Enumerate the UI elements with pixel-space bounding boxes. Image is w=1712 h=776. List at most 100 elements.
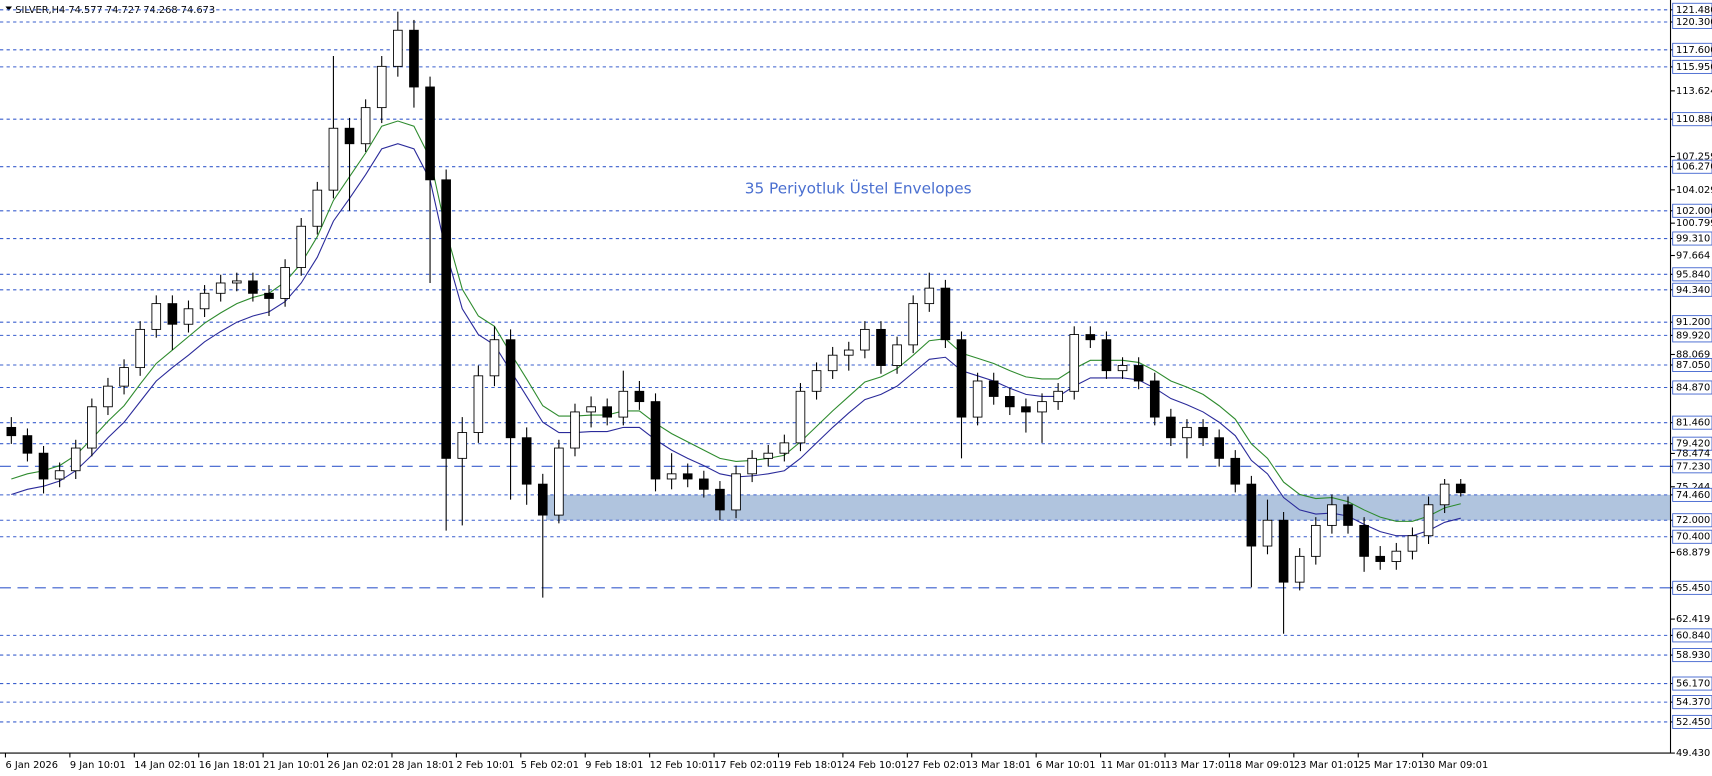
- candle-body: [1246, 483, 1257, 547]
- candle-body: [1294, 555, 1305, 583]
- y-tick-label: 120.300: [1676, 17, 1712, 28]
- y-tick-label: 94.340: [1676, 285, 1710, 296]
- candle-body: [1407, 535, 1418, 552]
- x-tick-label: 6 Jan 2026: [5, 760, 58, 771]
- candle-body: [956, 339, 967, 418]
- x-tick-label: 19 Feb 18:01: [778, 760, 842, 771]
- candle-body: [892, 344, 902, 366]
- candle-body: [618, 390, 629, 418]
- level-label-box: [1672, 436, 1712, 451]
- y-tick-label: 77.230: [1676, 461, 1710, 472]
- y-tick-label: 117.600: [1676, 45, 1712, 56]
- y-tick-label: 88.069: [1676, 349, 1710, 360]
- x-tick-label: 2 Feb 10:01: [456, 760, 514, 771]
- y-tick-label: 97.664: [1676, 251, 1710, 262]
- y-tick-label: 99.310: [1676, 234, 1710, 245]
- zone: [545, 494, 1671, 521]
- candle-body: [1053, 390, 1063, 403]
- candle-body: [473, 375, 484, 434]
- candle-body: [972, 380, 983, 418]
- candle-body: [586, 406, 596, 413]
- candle-body: [1439, 483, 1450, 506]
- y-tick-label: 100.799: [1676, 218, 1712, 229]
- candle-body: [425, 86, 435, 181]
- level-label-box: [1672, 42, 1712, 57]
- candle-body: [1021, 406, 1031, 413]
- candle-body: [119, 367, 129, 387]
- x-tick-label: 18 Mar 09:01: [1229, 760, 1295, 771]
- candle-body: [1149, 380, 1160, 418]
- x-tick-label: 9 Jan 10:01: [70, 760, 126, 771]
- x-tick-label: 23 Mar 01:01: [1294, 760, 1360, 771]
- candle-body: [1182, 426, 1192, 439]
- y-tick-label: 56.170: [1676, 679, 1710, 690]
- y-tick-label: 60.840: [1676, 630, 1710, 641]
- y-tick-label: 104.029: [1676, 185, 1712, 196]
- candle-body: [682, 473, 693, 480]
- y-tick-label: 121.480: [1676, 5, 1712, 16]
- candle-body: [1423, 504, 1434, 537]
- candle-body: [441, 179, 451, 459]
- level-label-box: [1672, 415, 1712, 430]
- y-tick-label: 102.000: [1676, 206, 1712, 217]
- level-label-box: [1672, 203, 1712, 218]
- candle-body: [409, 29, 419, 88]
- candle-body: [1069, 334, 1080, 392]
- x-tick-label: 28 Jan 18:01: [392, 760, 454, 771]
- candle-body: [1037, 401, 1047, 413]
- y-tick-label: 95.840: [1676, 269, 1710, 280]
- x-tick-label: 21 Jan 10:01: [263, 760, 325, 771]
- x-tick-label: 16 Jan 18:01: [199, 760, 261, 771]
- x-tick-label: 9 Feb 18:01: [585, 760, 643, 771]
- y-tick-label: 89.920: [1676, 330, 1710, 341]
- y-tick-label: 81.460: [1676, 418, 1710, 429]
- y-tick-label: 54.370: [1676, 697, 1710, 708]
- candle-body: [103, 385, 113, 408]
- y-tick-label: 65.450: [1676, 583, 1710, 594]
- candle-body: [1085, 334, 1096, 341]
- candle-body: [54, 470, 65, 480]
- x-tick-label: 11 Mar 01:01: [1101, 760, 1167, 771]
- level-label-box: [1672, 580, 1712, 595]
- candle-body: [1343, 504, 1353, 526]
- candle-body: [521, 437, 532, 485]
- y-tick-label: 68.879: [1676, 547, 1710, 558]
- candle-body: [747, 457, 757, 475]
- x-tick-label: 14 Jan 02:01: [134, 760, 196, 771]
- candle-body: [1359, 524, 1369, 557]
- y-tick-label: 110.880: [1676, 114, 1712, 125]
- candle-body: [1198, 426, 1208, 439]
- x-tick-label: 24 Feb 10:01: [843, 760, 907, 771]
- candle-body: [1133, 365, 1144, 382]
- level-label-box: [1672, 159, 1712, 174]
- level-label-box: [1672, 267, 1712, 282]
- candle-body: [264, 292, 274, 299]
- candle-body: [602, 406, 613, 418]
- candle-body: [1327, 504, 1337, 526]
- candle-body: [763, 452, 774, 459]
- y-tick-label: 84.870: [1676, 382, 1710, 393]
- y-tick-label: 72.000: [1676, 515, 1710, 526]
- level-label-box: [1672, 380, 1712, 395]
- y-tick-label: 58.930: [1676, 650, 1710, 661]
- candle-body: [393, 29, 403, 67]
- candle-body: [328, 127, 339, 191]
- menu-triangle[interactable]: [5, 6, 13, 11]
- candle-body: [215, 282, 226, 294]
- level-label-box: [1672, 59, 1712, 74]
- level-label-box: [1672, 282, 1712, 297]
- candle-body: [827, 354, 838, 372]
- candle-body: [312, 189, 323, 227]
- level-label-box: [1672, 15, 1712, 29]
- candle-body: [38, 452, 49, 480]
- candle-body: [1278, 519, 1289, 583]
- y-tick-label: 87.050: [1676, 360, 1710, 371]
- y-tick-label: 52.450: [1676, 717, 1710, 728]
- candle-body: [570, 411, 580, 449]
- candle-body: [1214, 437, 1224, 459]
- level-label-box: [1672, 231, 1712, 246]
- candle-body: [554, 447, 564, 516]
- candle-body: [296, 225, 307, 268]
